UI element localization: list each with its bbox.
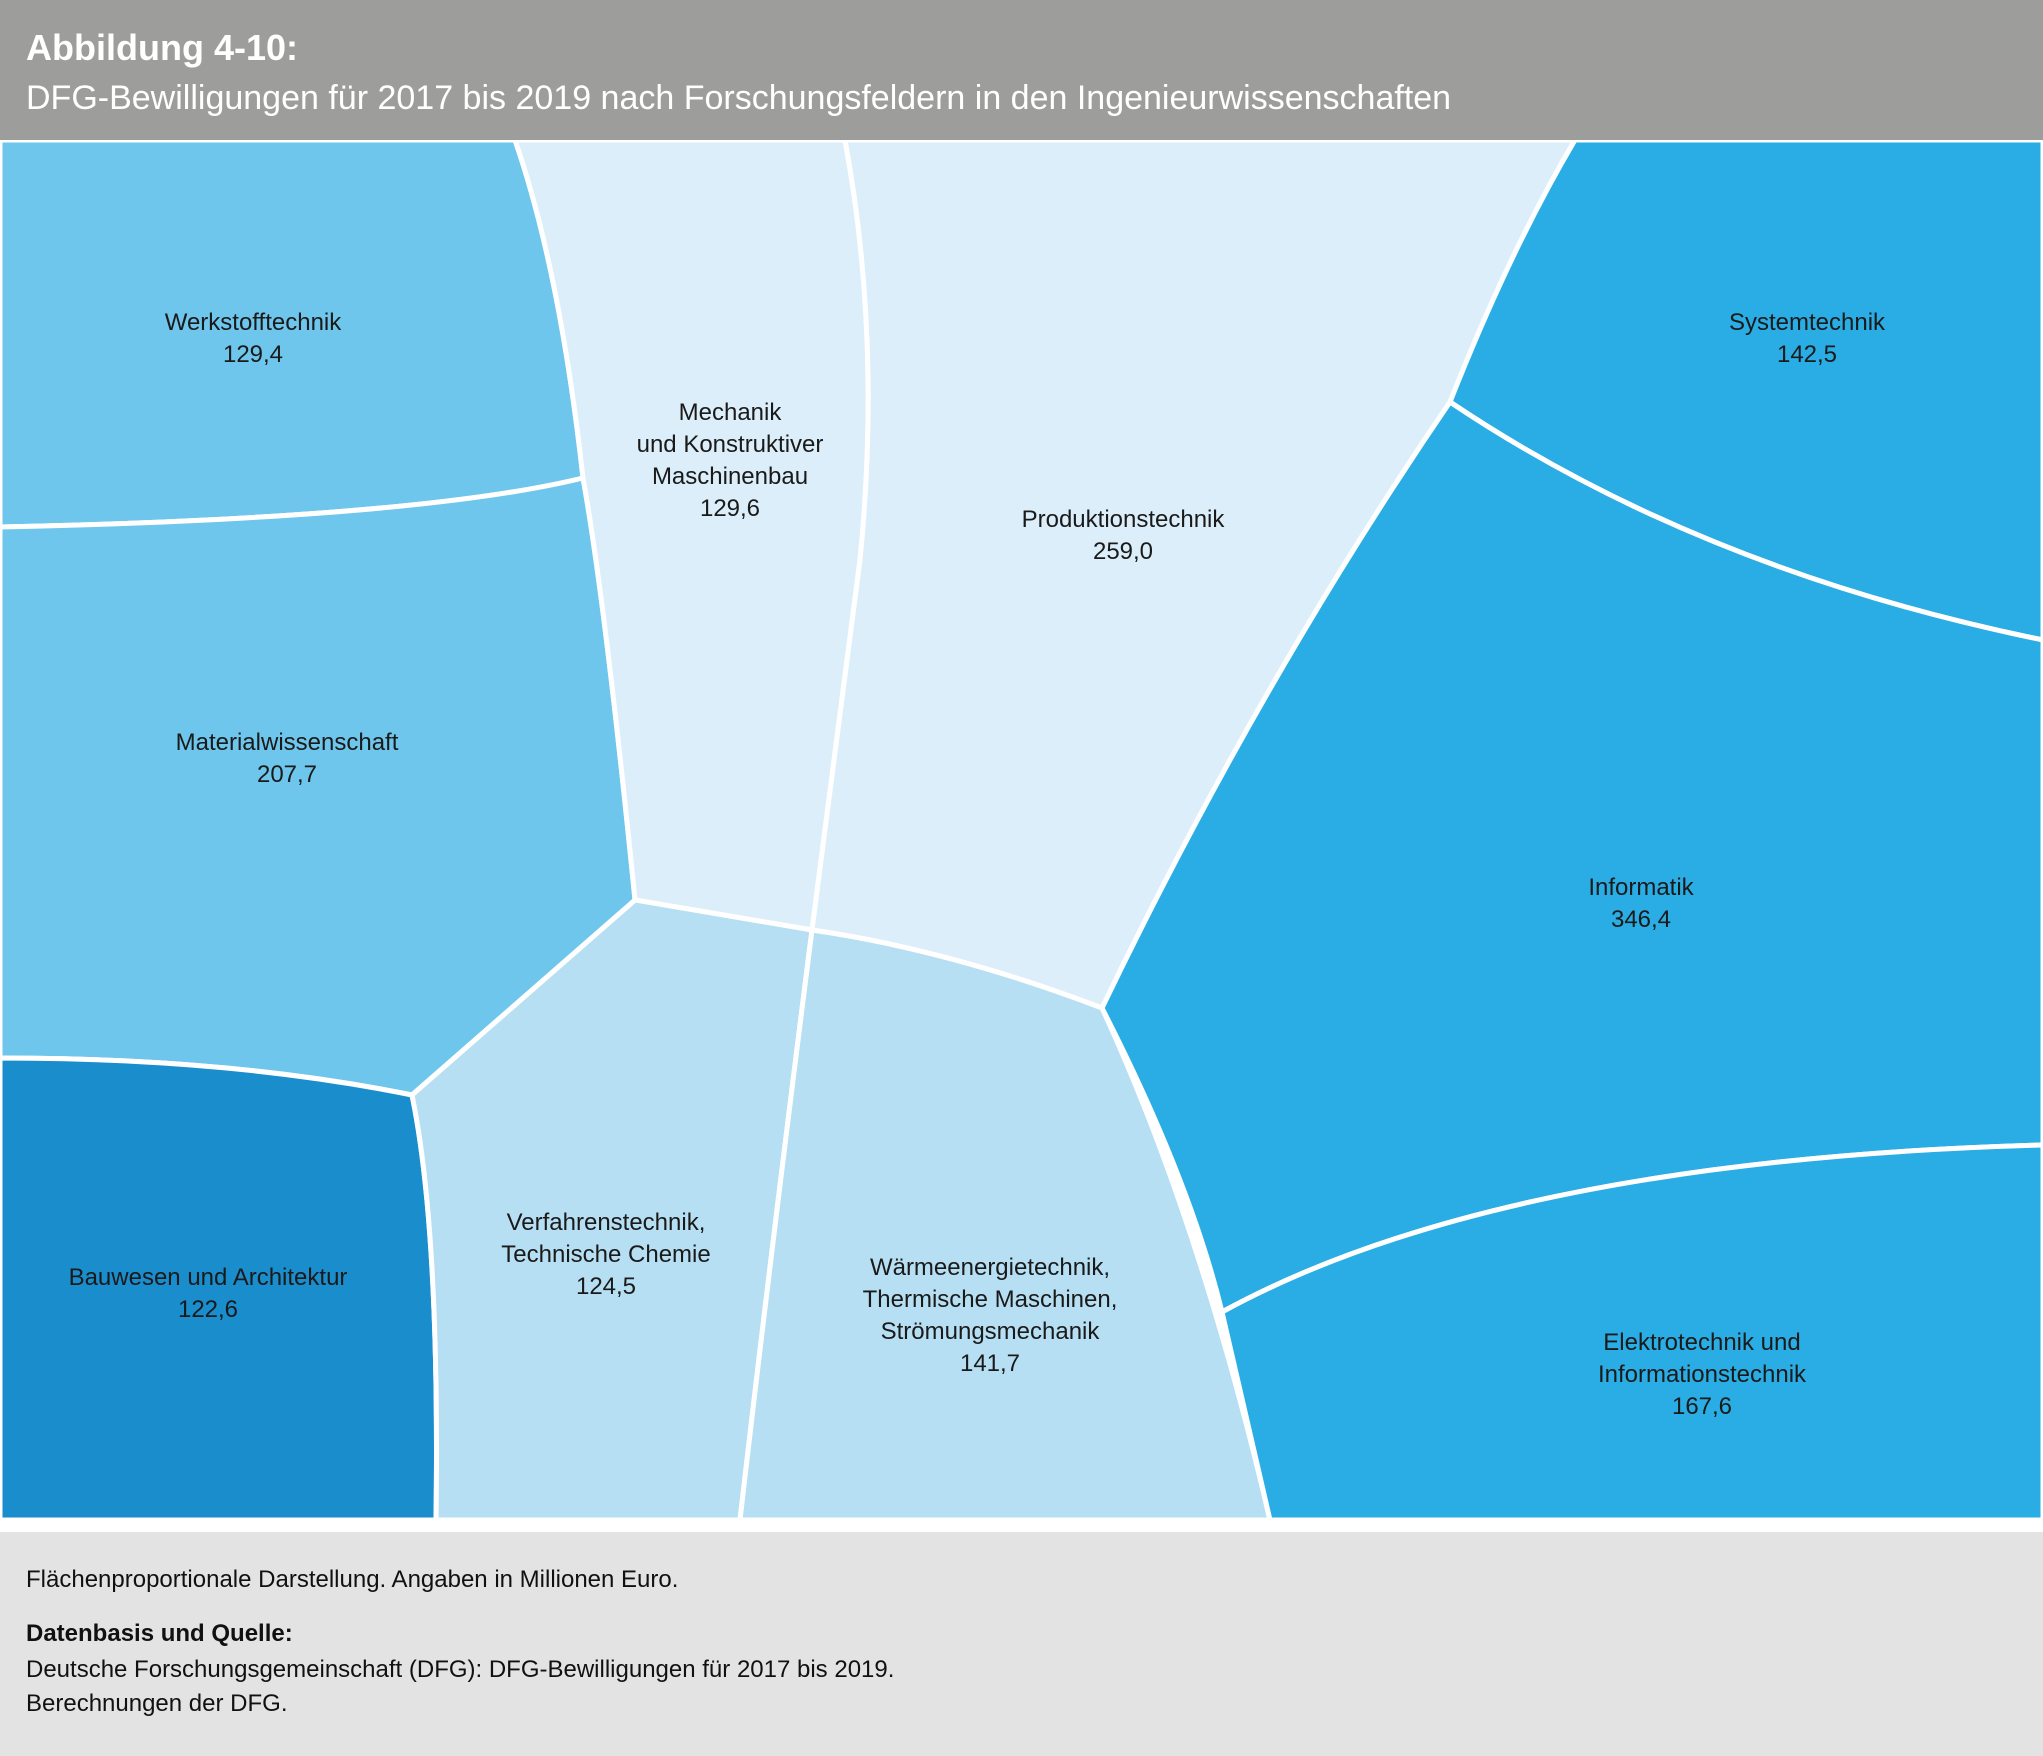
label-produktionstechnik: Produktionstechnik 259,0 xyxy=(1022,506,1226,565)
name-label-waermeenergietechnik: Strömungsmechanik xyxy=(881,1318,1101,1345)
name-label-bauwesen: Bauwesen und Architektur xyxy=(69,1264,348,1291)
value-label-mechanik: 129,6 xyxy=(700,495,760,522)
value-label-systemtechnik: 142,5 xyxy=(1777,341,1837,368)
value-label-elektrotechnik: 167,6 xyxy=(1672,1393,1732,1420)
value-label-bauwesen: 122,6 xyxy=(178,1296,238,1323)
name-label-waermeenergietechnik: Wärmeenergietechnik, xyxy=(870,1254,1110,1281)
value-label-materialwissenschaft: 207,7 xyxy=(257,761,317,788)
name-label-verfahrenstechnik: Verfahrenstechnik, xyxy=(507,1209,706,1236)
label-werkstofftechnik: Werkstofftechnik 129,4 xyxy=(165,309,343,368)
name-label-mechanik: Maschinenbau xyxy=(652,463,808,490)
label-waermeenergietechnik: Wärmeenergietechnik, Thermische Maschinen… xyxy=(863,1254,1118,1377)
chart-note: Flächenproportionale Darstellung. Angabe… xyxy=(26,1566,679,1593)
name-label-elektrotechnik: Elektrotechnik und xyxy=(1603,1329,1800,1356)
source-heading: Datenbasis und Quelle: xyxy=(26,1620,293,1647)
figure-header: Abbildung 4-10: DFG-Bewilligungen für 20… xyxy=(0,0,2043,140)
name-label-verfahrenstechnik: Technische Chemie xyxy=(501,1241,710,1268)
label-informatik: Informatik 346,4 xyxy=(1588,874,1694,933)
voronoi-treemap-chart: Werkstofftechnik 129,4 Materialwissenschaf… xyxy=(0,140,2043,1520)
value-label-produktionstechnik: 259,0 xyxy=(1093,538,1153,565)
label-verfahrenstechnik: Verfahrenstechnik, Technische Chemie 124,5 xyxy=(501,1209,710,1300)
source-text: Deutsche Forschungsgemeinschaft (DFG): D… xyxy=(26,1656,895,1683)
figure-title: DFG-Bewilligungen für 2017 bis 2019 nach… xyxy=(26,79,1452,117)
name-label-waermeenergietechnik: Thermische Maschinen, xyxy=(863,1286,1118,1313)
figure-label: Abbildung 4-10: xyxy=(26,27,298,68)
source-text-2: Berechnungen der DFG. xyxy=(26,1690,288,1717)
name-label-informatik: Informatik xyxy=(1588,874,1694,901)
name-label-materialwissenschaft: Materialwissenschaft xyxy=(176,729,399,756)
label-systemtechnik: Systemtechnik 142,5 xyxy=(1729,309,1886,368)
cell-waermeenergietechnik xyxy=(737,927,1273,1520)
name-label-elektrotechnik: Informationstechnik xyxy=(1598,1361,1807,1388)
figure-footer: Flächenproportionale Darstellung. Angabe… xyxy=(0,1532,2043,1756)
value-label-waermeenergietechnik: 141,7 xyxy=(960,1350,1020,1377)
name-label-mechanik: Mechanik xyxy=(679,399,783,426)
cell-elektrotechnik xyxy=(1219,1142,2043,1520)
value-label-verfahrenstechnik: 124,5 xyxy=(576,1273,636,1300)
name-label-mechanik: und Konstruktiver xyxy=(637,431,824,458)
label-materialwissenschaft: Materialwissenschaft 207,7 xyxy=(176,729,399,788)
label-mechanik: Mechanik und Konstruktiver Maschinenbau 129… xyxy=(637,399,824,522)
value-label-werkstofftechnik: 129,4 xyxy=(223,341,283,368)
name-label-werkstofftechnik: Werkstofftechnik xyxy=(165,309,343,336)
name-label-produktionstechnik: Produktionstechnik xyxy=(1022,506,1226,533)
label-elektrotechnik: Elektrotechnik und Informationstechnik 167… xyxy=(1598,1329,1807,1420)
name-label-systemtechnik: Systemtechnik xyxy=(1729,309,1886,336)
treemap-svg: Werkstofftechnik 129,4 Materialwissenschaf… xyxy=(0,140,2043,1520)
value-label-informatik: 346,4 xyxy=(1611,906,1671,933)
label-bauwesen: Bauwesen und Architektur 122,6 xyxy=(69,1264,348,1323)
